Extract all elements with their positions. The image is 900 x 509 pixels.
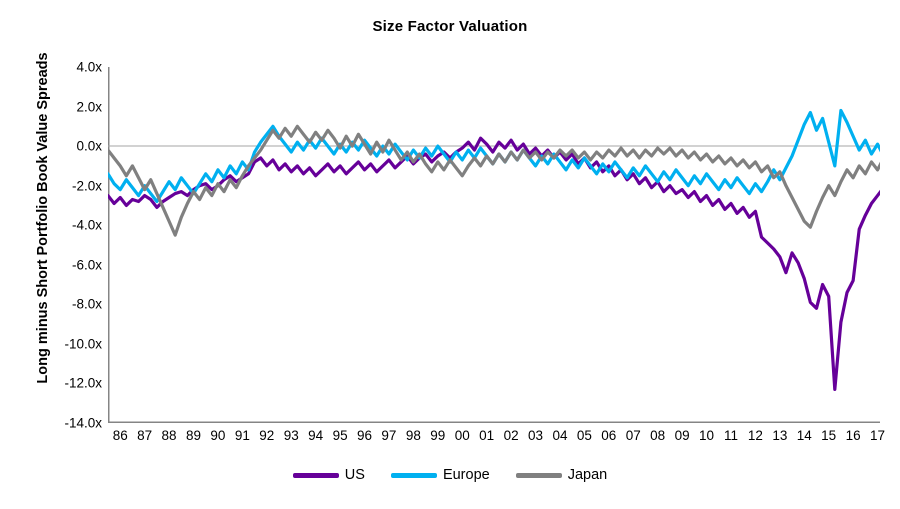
y-tick-label: 0.0x	[76, 138, 102, 154]
series-line-us	[108, 136, 880, 391]
y-tick-label: -12.0x	[64, 375, 102, 391]
x-tick-label: 08	[650, 428, 666, 443]
x-tick-label: 11	[723, 428, 738, 443]
x-tick-label: 98	[405, 428, 421, 443]
x-tick-label: 12	[747, 428, 763, 443]
y-tick-label: -2.0x	[71, 178, 102, 194]
y-tick-label: -8.0x	[71, 296, 102, 312]
x-tick-label: 01	[479, 428, 495, 443]
x-tick-label: 03	[528, 428, 544, 443]
x-tick-label: 91	[234, 428, 250, 443]
legend-swatch-us	[292, 472, 339, 478]
x-tick-label: 15	[821, 428, 837, 443]
y-tick-label: -4.0x	[71, 217, 102, 233]
x-tick-label: 05	[576, 428, 592, 443]
legend-item-us[interactable]: US	[292, 467, 365, 483]
chart-legend: US Europe Japan	[0, 468, 900, 483]
x-tick-label: 97	[381, 428, 397, 443]
legend-swatch-europe	[390, 472, 437, 478]
x-tick-label: 86	[112, 428, 128, 443]
x-tick-label: 16	[845, 428, 861, 443]
legend-swatch-japan	[515, 472, 562, 478]
data-series-layer	[108, 108, 880, 391]
y-tick-label: 4.0x	[76, 59, 102, 75]
y-tick-label: -10.0x	[64, 336, 102, 352]
x-tick-label: 17	[870, 428, 886, 443]
x-tick-label: 06	[601, 428, 617, 443]
x-tick-label: 00	[454, 428, 470, 443]
series-line-japan	[108, 124, 880, 237]
x-tick-label: 14	[796, 428, 812, 443]
x-tick-label: 95	[332, 428, 348, 443]
x-axis-tick-labels: 86 87 88 89 90 91 92 93 94 95 96 97 98 99 00 01 02 03 04 05…	[108, 428, 885, 450]
x-tick-label: 07	[625, 428, 641, 443]
y-tick-label: -6.0x	[71, 257, 102, 273]
x-tick-label: 96	[357, 428, 373, 443]
legend-label: Europe	[442, 467, 490, 483]
y-tick-label: -14.0x	[64, 415, 102, 431]
x-tick-label: 13	[772, 428, 788, 443]
legend-item-japan[interactable]: Japan	[515, 467, 608, 483]
legend-label: Japan	[567, 467, 608, 483]
x-tick-label: 89	[185, 428, 202, 443]
series-line-europe	[108, 108, 880, 204]
x-tick-label: 92	[259, 428, 275, 443]
x-tick-label: 90	[210, 428, 226, 443]
legend-label: US	[344, 467, 365, 483]
x-tick-label: 09	[674, 428, 690, 443]
legend-item-europe[interactable]: Europe	[390, 467, 490, 483]
x-tick-label: 10	[699, 428, 715, 443]
x-tick-label: 93	[283, 428, 299, 443]
x-tick-label: 94	[308, 428, 324, 443]
x-tick-label: 88	[161, 428, 177, 443]
y-axis-tick-labels: 4.0x 2.0x 0.0x -2.0x -4.0x -6.0x -8.0x -10.0x -1…	[38, 60, 102, 431]
y-tick-label: 2.0x	[76, 99, 102, 115]
axis-lines	[108, 67, 880, 423]
plot-area	[108, 67, 880, 423]
x-tick-label: 99	[430, 428, 446, 443]
x-tick-label: 02	[503, 428, 519, 443]
chart-title: Size Factor Valuation	[372, 18, 528, 35]
x-tick-label: 04	[552, 428, 568, 443]
x-tick-label: 87	[137, 428, 153, 443]
series-plot	[108, 67, 880, 423]
